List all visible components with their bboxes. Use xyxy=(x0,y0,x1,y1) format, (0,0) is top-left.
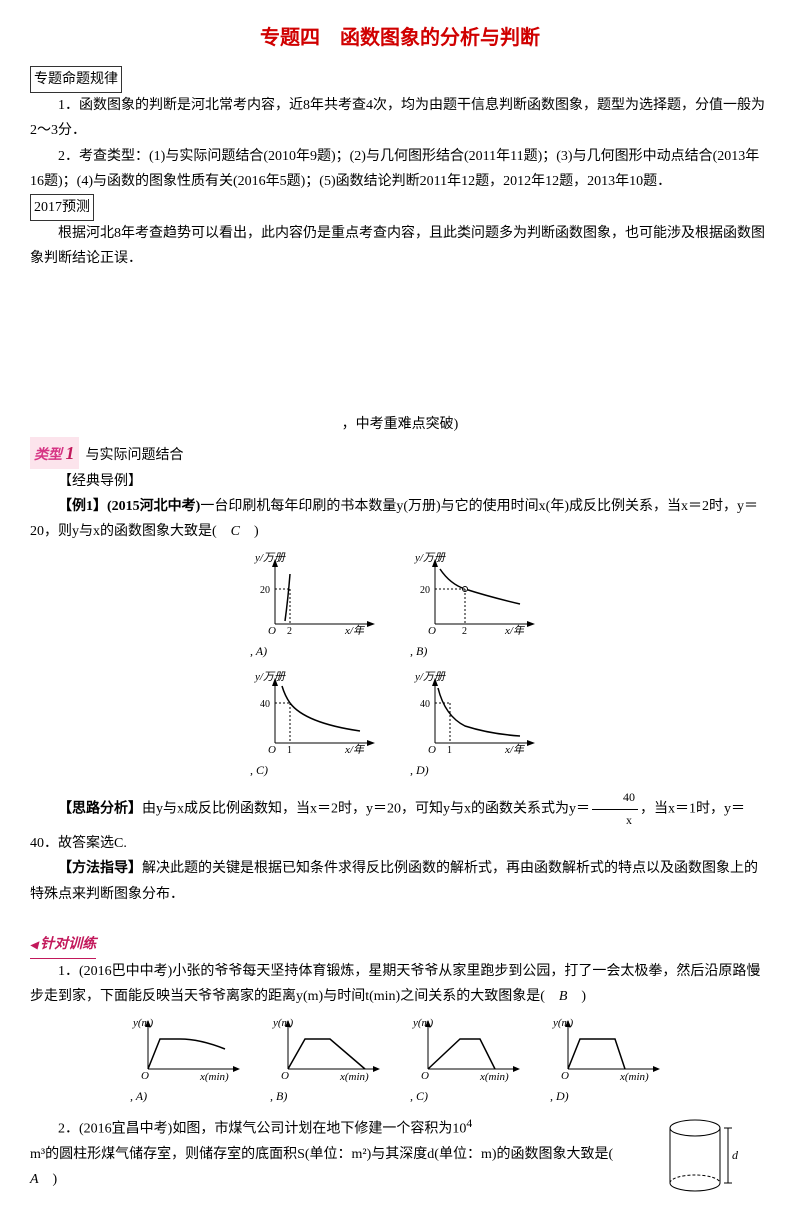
q1-chart-d: y(m) O x(min) , D) xyxy=(550,1014,670,1109)
svg-text:d: d xyxy=(732,1148,739,1162)
paragraph-1: 1．函数图象的判断是河北常考内容，近8年共考查4次，均为由题干信息判断函数图象，… xyxy=(30,93,770,143)
svg-text:y/万册: y/万册 xyxy=(414,671,446,683)
svg-text:y(m): y(m) xyxy=(132,1017,153,1029)
svg-text:x(min): x(min) xyxy=(479,1071,509,1083)
method: 【方法指导】解决此题的关键是根据已知条件求得反比例函数的解析式，再由函数解析式的… xyxy=(30,856,770,906)
svg-text:O: O xyxy=(281,1070,289,1082)
svg-text:x/年: x/年 xyxy=(344,743,365,756)
paren-close: ) xyxy=(39,1172,58,1187)
analysis-text-a: 由y与x成反比例函数知，当x＝2时，y＝20，可知y与x的函数关系式为y＝ xyxy=(142,801,590,816)
practice-header: 针对训练 xyxy=(30,932,96,959)
svg-text:O: O xyxy=(141,1070,149,1082)
svg-text:40: 40 xyxy=(260,699,270,710)
analysis-prefix: 【思路分析】 xyxy=(58,801,142,816)
option-a-label: , A) xyxy=(250,644,267,658)
svg-text:O: O xyxy=(428,625,436,637)
example-prefix: 【例1】(2015河北中考) xyxy=(58,499,200,514)
type-number: 1 xyxy=(66,443,75,463)
svg-text:y(m): y(m) xyxy=(412,1017,433,1029)
svg-text:y/万册: y/万册 xyxy=(414,552,446,564)
chart-b: y/万册 20 2 O x/年 , B) xyxy=(410,549,550,664)
q2-text-a: 如图，市煤气公司计划在地下修建一个容积为10 xyxy=(172,1121,466,1136)
question-2b: m³的圆柱形煤气储存室，则储存室的底面积S(单位：m²)与其深度d(单位：m)的… xyxy=(30,1142,770,1192)
svg-text:x/年: x/年 xyxy=(344,624,365,637)
question-1: 1．(2016巴中中考)小张的爷爷每天坚持体育锻炼，星期天爷爷从家里跑步到公园，… xyxy=(30,959,770,1009)
paren-close: ) xyxy=(240,524,259,539)
classic-label: 【经典导例】 xyxy=(30,469,770,494)
svg-text:O: O xyxy=(268,625,276,637)
type-1-title: 与实际问题结合 xyxy=(86,448,184,463)
mid-break-text: ，中考重难点突破) xyxy=(30,412,770,437)
svg-text:x(min): x(min) xyxy=(619,1071,649,1083)
paragraph-2: 2．考查类型：(1)与实际问题结合(2010年9题)；(2)与几何图形结合(20… xyxy=(30,144,770,194)
svg-text:y/万册: y/万册 xyxy=(254,671,286,683)
cylinder-figure: d xyxy=(660,1113,740,1203)
chart-c: y/万册 40 1 O x/年 , C) xyxy=(250,668,390,783)
question-2: 2．(2016宜昌中考)如图，市煤气公司计划在地下修建一个容积为104 xyxy=(30,1113,770,1142)
paragraph-3: 根据河北8年考查趋势可以看出，此内容仍是重点考查内容，且此类问题多为判断函数图象… xyxy=(30,221,770,271)
answer-a: A xyxy=(30,1172,39,1187)
svg-text:20: 20 xyxy=(420,585,430,596)
q1-chart-a: y(m) O x(min) , A) xyxy=(130,1014,250,1109)
svg-text:x(min): x(min) xyxy=(339,1071,369,1083)
q1-charts: y(m) O x(min) , A) y(m) O x(min) , B) y(… xyxy=(30,1014,770,1109)
chart-row-2: y/万册 40 1 O x/年 , C) y/万册 40 1 O x/年 , D… xyxy=(30,668,770,783)
svg-text:1: 1 xyxy=(287,745,292,756)
svg-text:1: 1 xyxy=(447,745,452,756)
section-header-2: 2017预测 xyxy=(30,194,770,221)
svg-text:O: O xyxy=(421,1070,429,1082)
svg-text:y(m): y(m) xyxy=(272,1017,293,1029)
method-prefix: 【方法指导】 xyxy=(58,861,142,876)
svg-text:x/年: x/年 xyxy=(504,624,525,637)
svg-text:2: 2 xyxy=(287,626,292,637)
q1-prefix: 1．(2016巴中中考) xyxy=(58,964,172,979)
svg-text:O: O xyxy=(268,744,276,756)
svg-text:x/年: x/年 xyxy=(504,743,525,756)
type-1-row: 类型 1 与实际问题结合 xyxy=(30,437,770,469)
option-d-label: , D) xyxy=(410,763,429,777)
example-1: 【例1】(2015河北中考)一台印刷机每年印刷的书本数量y(万册)与它的使用时间… xyxy=(30,494,770,544)
paren-close: ) xyxy=(567,989,586,1004)
svg-text:x(min): x(min) xyxy=(199,1071,229,1083)
q2-text-b: m³的圆柱形煤气储存室，则储存室的底面积S(单位：m²)与其深度d(单位：m)的… xyxy=(30,1147,627,1162)
chart-d: y/万册 40 1 O x/年 , D) xyxy=(410,668,550,783)
option-b-label: , B) xyxy=(410,644,427,658)
type-marker: 类型 1 xyxy=(30,437,79,469)
q2-prefix: 2．(2016宜昌中考) xyxy=(58,1121,172,1136)
answer-c: C xyxy=(231,524,240,539)
option-c-label: , C) xyxy=(250,763,268,777)
superscript: 4 xyxy=(466,1117,472,1130)
boxed-label: 专题命题规律 xyxy=(30,66,122,93)
q1-chart-c: y(m) O x(min) , C) xyxy=(410,1014,530,1109)
fraction-40-x: 40x xyxy=(592,787,638,831)
section-header-1: 专题命题规律 xyxy=(30,66,770,93)
chart-row-1: y/万册 20 2 O x/年 , A) y/万册 20 2 O x/年 , B… xyxy=(30,549,770,664)
svg-text:O: O xyxy=(428,744,436,756)
page-title: 专题四 函数图象的分析与判断 xyxy=(30,20,770,56)
svg-text:O: O xyxy=(561,1070,569,1082)
svg-text:y/万册: y/万册 xyxy=(254,552,286,564)
svg-text:20: 20 xyxy=(260,585,270,596)
chart-a: y/万册 20 2 O x/年 , A) xyxy=(250,549,390,664)
svg-text:40: 40 xyxy=(420,699,430,710)
svg-text:2: 2 xyxy=(462,626,467,637)
svg-text:y(m): y(m) xyxy=(552,1017,573,1029)
boxed-label: 2017预测 xyxy=(30,194,94,221)
q1-chart-b: y(m) O x(min) , B) xyxy=(270,1014,390,1109)
analysis: 【思路分析】由y与x成反比例函数知，当x＝2时，y＝20，可知y与x的函数关系式… xyxy=(30,787,770,856)
